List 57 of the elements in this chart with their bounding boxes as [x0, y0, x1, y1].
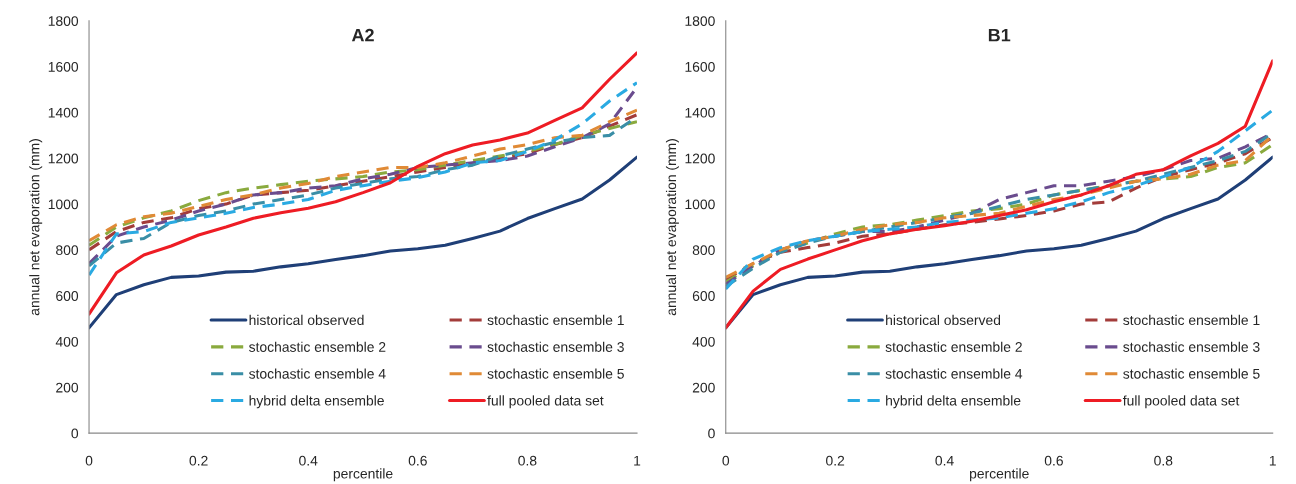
legend-label: stochastic ensemble 2: [249, 341, 386, 352]
x-tick-label: 0.4: [299, 455, 318, 466]
legend-label: stochastic ensemble 2: [885, 341, 1022, 352]
y-axis-title: annual net evaporation (mm): [665, 139, 679, 316]
x-tick-label: 0.6: [1044, 455, 1063, 466]
legend-label: full pooled data set: [487, 395, 604, 409]
legend-label: full pooled data set: [1122, 395, 1240, 409]
y-tick-label: 1000: [48, 199, 79, 210]
x-tick-label: 0.8: [1154, 455, 1173, 466]
x-tick-label: 0.6: [408, 455, 427, 466]
y-tick-label: 800: [692, 245, 715, 256]
y-tick-label: 1600: [48, 61, 79, 72]
y-tick-label: 1800: [48, 16, 79, 26]
x-tick-label: 0.2: [826, 455, 845, 466]
legend-label: stochastic ensemble 4: [249, 368, 386, 379]
y-tick-label: 1600: [685, 61, 715, 72]
y-tick-label: 1200: [48, 153, 79, 164]
y-tick-label: 1000: [685, 199, 715, 210]
legend-label: stochastic ensemble 3: [1123, 341, 1260, 352]
legend-label: stochastic ensemble 4: [885, 368, 1023, 379]
x-tick-label: 0.2: [189, 455, 208, 466]
y-tick-label: 400: [55, 336, 79, 347]
chart-title: A2: [351, 28, 374, 42]
y-tick-label: 1400: [48, 107, 79, 118]
legend-label: stochastic ensemble 1: [487, 314, 624, 326]
legend-label: stochastic ensemble 3: [487, 341, 624, 352]
y-tick-label: 1400: [685, 107, 715, 118]
y-tick-label: 0: [708, 428, 715, 439]
x-tick-label: 1: [1269, 455, 1276, 466]
legend-label: historical observed: [886, 314, 1001, 326]
x-tick-label: 1: [634, 455, 641, 466]
y-tick-label: 200: [56, 382, 79, 393]
y-tick-label: 600: [56, 291, 79, 301]
line-series: [725, 59, 1273, 330]
x-axis-title: percentile: [970, 468, 1029, 482]
y-tick-label: 1200: [685, 153, 715, 164]
line-series: [89, 155, 637, 330]
x-axis-title: percentile: [333, 468, 393, 482]
x-tick-label: 0.4: [935, 455, 954, 466]
legend-label: hybrid delta ensemble: [886, 395, 1021, 409]
y-tick-label: 600: [692, 291, 715, 301]
y-tick-label: 200: [692, 382, 715, 393]
y-tick-label: 800: [56, 245, 79, 256]
line-series: [89, 51, 637, 316]
legend-label: hybrid delta ensemble: [249, 395, 384, 409]
x-tick-label: 0: [85, 455, 93, 466]
x-tick-label: 0.8: [518, 455, 537, 466]
y-tick-label: 400: [692, 336, 715, 347]
y-axis-title: annual net evaporation (mm): [29, 139, 43, 316]
x-tick-label: 0: [722, 455, 730, 466]
y-tick-label: 0: [71, 428, 79, 439]
legend-label: historical observed: [249, 314, 364, 326]
y-tick-label: 1800: [685, 16, 715, 26]
legend-label: stochastic ensemble 1: [1123, 314, 1260, 326]
legend-label: stochastic ensemble 5: [487, 368, 624, 379]
legend-label: stochastic ensemble 5: [1123, 368, 1260, 379]
chart-title: B1: [988, 28, 1011, 42]
